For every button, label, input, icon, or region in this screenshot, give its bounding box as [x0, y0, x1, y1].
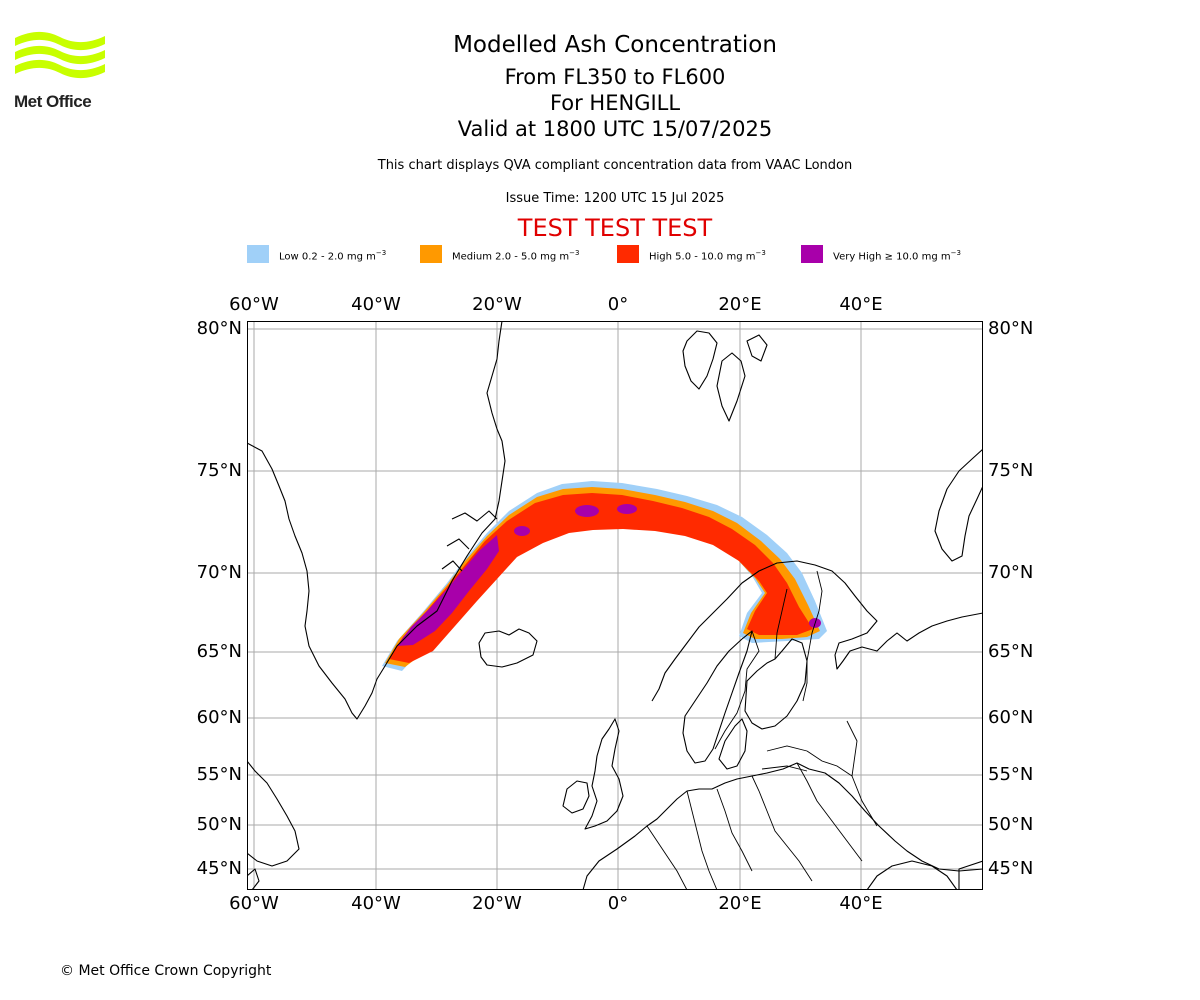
coast-sweden [682, 630, 753, 764]
tick-left-50n: 50°N [196, 814, 242, 835]
legend-swatch-medium [420, 245, 442, 263]
issue-time: Issue Time: 1200 UTC 15 Jul 2025 [505, 191, 725, 206]
coast-newfoundland [247, 868, 260, 890]
tick-right-45n: 45°N [988, 858, 1034, 879]
tick-right-50n: 50°N [988, 814, 1034, 835]
coast-ireland [562, 780, 590, 814]
tick-right-55n: 55°N [988, 764, 1034, 785]
coast-greenland-fjords [441, 510, 498, 572]
coast-europe [582, 762, 983, 890]
border-sweden-finland [774, 588, 788, 660]
legend-swatch-low [247, 245, 269, 263]
tick-bottom-20e: 20°E [718, 893, 762, 914]
tick-top-20w: 20°W [472, 294, 522, 315]
tick-top-40e: 40°E [839, 294, 883, 315]
ash-very-high-patch [514, 526, 530, 536]
coast-norway [651, 560, 983, 702]
tick-left-55n: 55°N [196, 764, 242, 785]
map-frame [247, 321, 983, 890]
test-banner: TEST TEST TEST [517, 214, 713, 242]
tick-bottom-20w: 20°W [472, 893, 522, 914]
tick-left-65n: 65°N [196, 641, 242, 662]
tick-left-60n: 60°N [196, 707, 242, 728]
border-finland-russia [802, 570, 823, 702]
legend-swatch-high [617, 245, 639, 263]
coast-baltic [718, 638, 808, 770]
ash-plume [382, 481, 827, 671]
tick-top-0: 0° [607, 294, 629, 315]
coast-great-britain [584, 718, 624, 830]
ash-very-high-patch [575, 505, 599, 517]
tick-right-75n: 75°N [988, 460, 1034, 481]
ash-very-high [397, 535, 499, 646]
coast-black-sea [866, 860, 958, 890]
ash-very-high-patch [617, 504, 637, 514]
coast-greenland [247, 321, 506, 720]
valid-time: Valid at 1800 UTC 15/07/2025 [457, 117, 773, 141]
border-central-europe [646, 762, 863, 890]
coastlines [247, 321, 983, 890]
coast-caspian [958, 860, 983, 890]
tick-left-45n: 45°N [196, 858, 242, 879]
tick-right-65n: 65°N [988, 641, 1034, 662]
border-eastern-europe [806, 720, 878, 827]
tick-left-75n: 75°N [196, 460, 242, 481]
legend-label-very-high: Very High ≥ 10.0 mg m−3 [833, 249, 961, 263]
tick-left-80n: 80°N [196, 318, 242, 339]
coast-labrador [247, 760, 300, 867]
coast-svalbard [682, 330, 768, 422]
met-office-wave-icon [15, 31, 105, 79]
tick-bottom-60w: 60°W [229, 893, 279, 914]
tick-left-70n: 70°N [196, 562, 242, 583]
legend-label-high: High 5.0 - 10.0 mg m−3 [649, 249, 766, 263]
border-norway-sweden [714, 630, 760, 750]
tick-bottom-40w: 40°W [351, 893, 401, 914]
gridlines [247, 321, 983, 890]
legend-label-medium: Medium 2.0 - 5.0 mg m−3 [452, 249, 580, 263]
ash-high [389, 493, 813, 663]
chart-description: This chart displays QVA compliant concen… [377, 158, 853, 173]
tick-top-60w: 60°W [229, 294, 279, 315]
volcano-name: For HENGILL [549, 91, 681, 115]
tick-right-80n: 80°N [988, 318, 1034, 339]
tick-bottom-40e: 40°E [839, 893, 883, 914]
legend-label-low: Low 0.2 - 2.0 mg m−3 [279, 249, 387, 263]
tick-right-60n: 60°N [988, 707, 1034, 728]
copyright-notice: © Met Office Crown Copyright [60, 963, 272, 979]
coast-novaya-zemlya [934, 448, 983, 562]
flight-level-range: From FL350 to FL600 [504, 65, 726, 89]
chart-title: Modelled Ash Concentration [453, 32, 777, 58]
country-borders [646, 570, 878, 890]
tick-bottom-0: 0° [607, 893, 629, 914]
met-office-logo-text: Met Office [14, 92, 92, 111]
tick-top-20e: 20°E [718, 294, 762, 315]
legend-swatch-very-high [801, 245, 823, 263]
coast-iceland [478, 628, 538, 668]
border-baltics [761, 745, 808, 772]
tick-right-70n: 70°N [988, 562, 1034, 583]
tick-top-40w: 40°W [351, 294, 401, 315]
ash-concentration-map [247, 321, 983, 890]
met-office-logo: Met Office [14, 30, 114, 112]
